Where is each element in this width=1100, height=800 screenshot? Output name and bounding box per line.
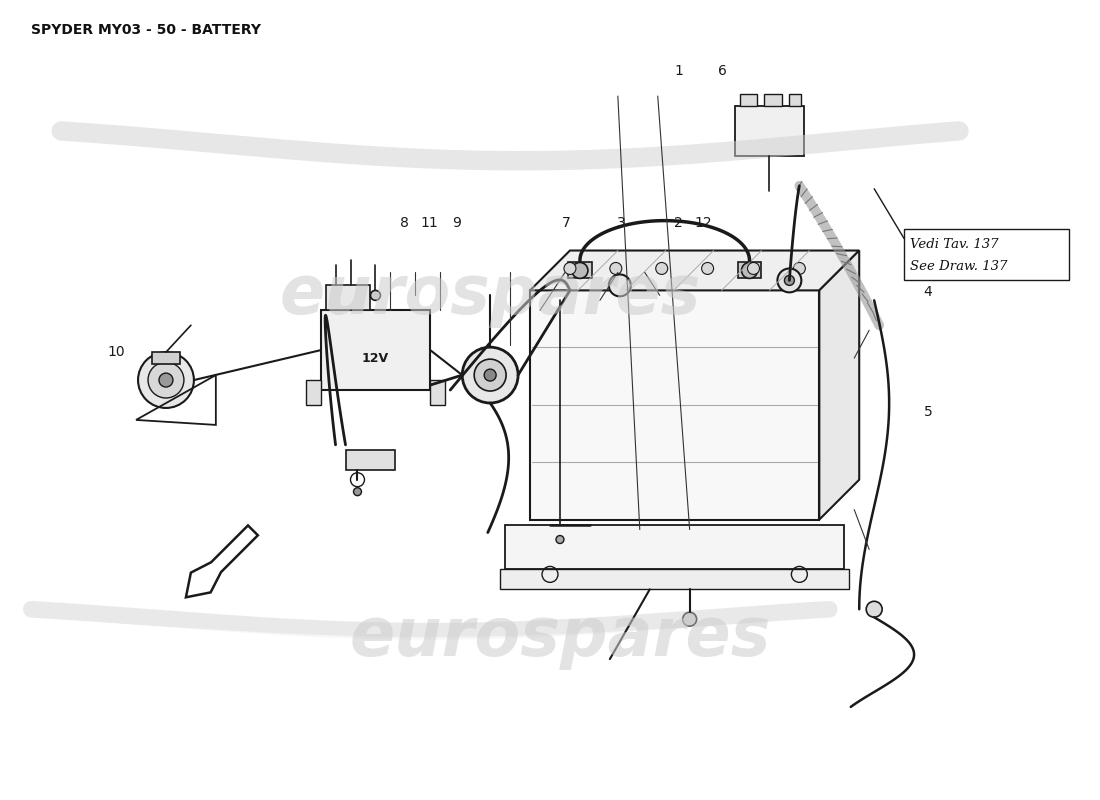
Bar [152, 352, 180, 364]
Bar [505, 525, 845, 570]
Circle shape [160, 373, 173, 387]
Circle shape [702, 262, 714, 274]
Text: 12: 12 [695, 216, 713, 230]
Text: 9: 9 [452, 216, 461, 230]
Text: 11: 11 [420, 216, 438, 230]
Bar [764, 94, 782, 106]
Text: 2: 2 [674, 216, 683, 230]
Bar [326, 286, 371, 310]
Text: 1: 1 [674, 64, 683, 78]
Circle shape [683, 612, 696, 626]
Circle shape [784, 275, 794, 286]
Text: 10: 10 [108, 345, 125, 359]
Bar [790, 94, 802, 106]
Bar [530, 290, 820, 519]
Text: Vedi Tav. 137: Vedi Tav. 137 [910, 238, 999, 251]
Circle shape [778, 269, 802, 292]
Bar [739, 94, 758, 106]
Circle shape [148, 362, 184, 398]
Bar [306, 380, 320, 405]
Text: 7: 7 [562, 216, 570, 230]
Circle shape [656, 262, 668, 274]
Circle shape [353, 488, 362, 496]
Text: eurospares: eurospares [350, 604, 771, 670]
Text: See Draw. 137: See Draw. 137 [910, 260, 1008, 273]
Text: 4: 4 [924, 286, 933, 299]
Text: 8: 8 [400, 216, 409, 230]
Bar [345, 450, 395, 470]
Text: SPYDER MY03 - 50 - BATTERY: SPYDER MY03 - 50 - BATTERY [31, 23, 262, 38]
Polygon shape [530, 250, 859, 290]
Circle shape [564, 262, 576, 274]
Circle shape [572, 262, 587, 278]
Bar [500, 570, 849, 590]
Circle shape [484, 369, 496, 381]
Circle shape [741, 262, 758, 278]
Bar [737, 262, 761, 278]
Circle shape [866, 602, 882, 618]
Bar [430, 380, 446, 405]
Text: 12V: 12V [362, 352, 389, 365]
Polygon shape [820, 250, 859, 519]
Circle shape [609, 274, 630, 296]
Bar [568, 262, 592, 278]
Bar [320, 310, 430, 390]
Text: 6: 6 [718, 64, 727, 78]
Circle shape [748, 262, 759, 274]
Circle shape [609, 262, 622, 274]
Text: 3: 3 [616, 216, 625, 230]
Bar [904, 229, 1069, 281]
Circle shape [556, 535, 564, 543]
Circle shape [138, 352, 194, 408]
Bar [735, 106, 804, 156]
Text: eurospares: eurospares [279, 262, 701, 328]
Circle shape [462, 347, 518, 403]
Circle shape [474, 359, 506, 391]
Circle shape [793, 262, 805, 274]
Circle shape [371, 290, 381, 300]
Text: 5: 5 [924, 405, 933, 419]
